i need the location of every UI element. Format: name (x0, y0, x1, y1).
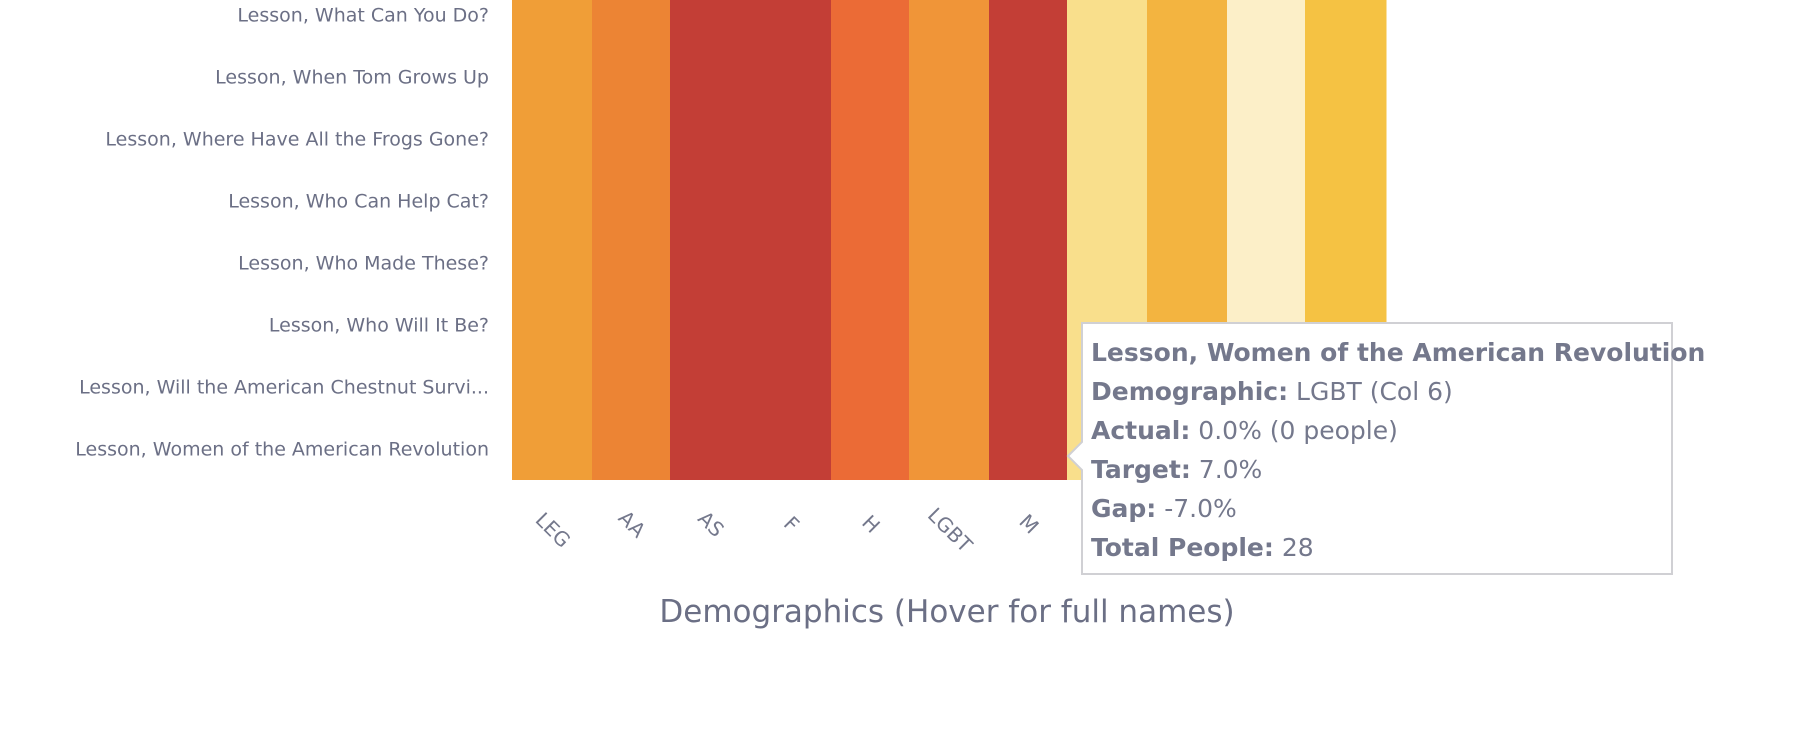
tooltip-box (1066, 322, 1673, 575)
row-label: Lesson, Who Will It Be? (269, 315, 489, 337)
tooltip-line-value: LGBT (Col 6) (1288, 377, 1453, 406)
tooltip-line: Total People: 28 (1091, 533, 1314, 562)
heatmap-column-7[interactable] (989, 0, 1068, 480)
tooltip-line-label: Demographic: (1091, 377, 1288, 406)
tooltip-line: Target: 7.0% (1091, 455, 1262, 484)
tooltip-line-label: Total People: (1091, 533, 1274, 562)
tooltip-line: Actual: 0.0% (0 people) (1091, 416, 1398, 445)
tooltip-line-value: -7.0% (1156, 494, 1236, 523)
tooltip-line-value: 7.0% (1191, 455, 1262, 484)
column-label: M (1014, 509, 1043, 538)
column-label: AA (614, 506, 651, 543)
tooltip-line: Gap: -7.0% (1091, 494, 1237, 523)
row-label: Lesson, Will the American Chestnut Survi… (79, 377, 489, 399)
column-label: LEG (531, 508, 576, 553)
row-label: Lesson, Women of the American Revolution (75, 439, 489, 461)
tooltip-line-label: Gap: (1091, 494, 1156, 523)
tooltip-line-label: Actual: (1091, 416, 1190, 445)
row-labels: Lesson, What Can You Do? Lesson, When Tom… (75, 5, 489, 461)
heatmap-column-6[interactable] (909, 0, 990, 480)
tooltip-line: Demographic: LGBT (Col 6) (1091, 377, 1453, 406)
tooltip-line-label: Target: (1091, 455, 1191, 484)
heatmap-column-5[interactable] (831, 0, 910, 480)
row-label: Lesson, Who Can Help Cat? (228, 191, 489, 213)
hover-tooltip: Lesson, Women of the American Revolution… (1066, 322, 1705, 575)
x-axis-title: Demographics (Hover for full names) (659, 594, 1234, 630)
tooltip-line-value: 28 (1274, 533, 1314, 562)
row-label: Lesson, Where Have All the Frogs Gone? (105, 129, 489, 151)
column-label: LGBT (923, 503, 978, 558)
column-label: F (779, 511, 804, 536)
heatmap-column-3[interactable] (670, 0, 751, 480)
row-label: Lesson, What Can You Do? (237, 5, 489, 27)
tooltip-line-value: 0.0% (0 people) (1190, 416, 1398, 445)
row-label: Lesson, Who Made These? (238, 253, 489, 275)
column-labels: LEG AA AS F H LGBT M (531, 503, 1044, 558)
column-label: AS (693, 506, 729, 542)
tooltip-title: Lesson, Women of the American Revolution (1091, 338, 1705, 367)
row-label: Lesson, When Tom Grows Up (215, 67, 489, 89)
column-label: H (857, 510, 885, 538)
heatmap-column-4[interactable] (750, 0, 832, 480)
tooltip-lines: Demographic: LGBT (Col 6) Actual: 0.0% (0… (1091, 377, 1453, 562)
heatmap-column-1[interactable] (512, 0, 593, 480)
heatmap-column-2[interactable] (592, 0, 671, 480)
